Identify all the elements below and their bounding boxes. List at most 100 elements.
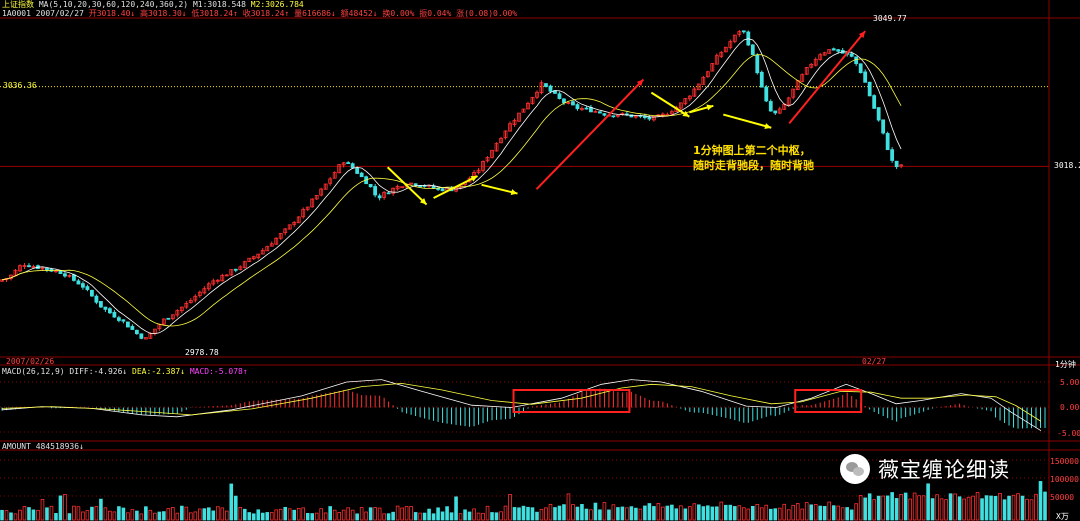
candle-body <box>130 326 135 330</box>
amount-bar <box>953 493 957 521</box>
amount-bar <box>346 507 350 521</box>
amount-bar <box>287 508 292 521</box>
amount-bar <box>746 508 751 521</box>
amount-bar <box>445 506 449 521</box>
candle-body <box>494 143 499 152</box>
amount-bar <box>355 513 359 521</box>
candle-body <box>260 249 265 255</box>
amount-bar <box>364 511 368 521</box>
amount-bar <box>494 512 499 521</box>
amount-bar <box>580 504 584 521</box>
amount-bar <box>786 509 791 521</box>
candle-body <box>669 111 674 115</box>
candle-body <box>197 291 202 296</box>
candle-body <box>863 71 868 83</box>
candle-body <box>224 274 229 277</box>
macd-box-1 <box>512 389 631 413</box>
candle-body <box>373 186 378 196</box>
candle-body <box>391 187 396 194</box>
candle-body <box>800 74 805 82</box>
amount-bar <box>625 507 629 521</box>
candle-body <box>292 222 297 225</box>
amount-bar <box>917 495 921 521</box>
candle-body <box>710 63 715 72</box>
amount-bar <box>458 513 463 521</box>
amount-bar <box>13 513 18 521</box>
amount-bar <box>422 512 427 521</box>
candle-body <box>678 102 683 109</box>
candle-body <box>265 246 270 252</box>
candle-body <box>170 314 175 320</box>
candle-body <box>233 268 238 271</box>
macd-diff-value: MACD(26,12,9) DIFF:-4.926↓ <box>2 367 133 376</box>
candle-body <box>822 52 827 56</box>
candle-body <box>571 101 575 106</box>
amount-bar <box>256 509 261 521</box>
amount-bar <box>238 506 243 521</box>
amount-bar <box>872 499 876 521</box>
candle-body <box>328 178 333 184</box>
candle-body <box>278 233 283 239</box>
amount-bar <box>728 504 733 521</box>
candle-body <box>786 97 791 105</box>
candle-body <box>813 59 818 66</box>
candle-body <box>125 321 130 328</box>
amount-bar <box>998 492 1002 521</box>
candle-body <box>728 41 733 48</box>
candle-body <box>31 266 36 268</box>
amount-bar <box>881 495 885 521</box>
candle-body <box>409 182 414 185</box>
amount-bar <box>189 512 193 521</box>
watermark: 薇宝缠论细读 <box>840 454 1010 484</box>
arrow-down-3-head <box>682 110 690 117</box>
amount-bar <box>400 507 404 521</box>
amount-bar <box>1029 499 1034 521</box>
amount-bar <box>548 503 553 521</box>
amount-bar <box>27 507 31 521</box>
candle-body <box>867 81 872 97</box>
candle-body <box>386 192 391 195</box>
candle-body <box>193 295 198 301</box>
candle-body <box>827 49 832 54</box>
candle-body <box>593 110 598 113</box>
amount-bar <box>368 507 373 521</box>
candle-body <box>274 237 279 245</box>
amount-bar <box>795 503 800 521</box>
candle-body <box>701 77 706 85</box>
amount-bar <box>314 512 319 521</box>
amount-bar <box>980 498 984 521</box>
amount-bar <box>386 513 391 521</box>
amount-bar <box>971 495 975 521</box>
candle-body <box>94 295 99 303</box>
amount-bar <box>894 498 899 521</box>
candle-body <box>287 224 292 230</box>
amount-bar <box>647 503 652 521</box>
amount-bar <box>921 495 926 521</box>
ref-price-label: 3036.36 <box>3 81 37 90</box>
amount-bar <box>54 513 58 521</box>
hdr-index-name: 上证指数 <box>2 0 34 9</box>
amount-bar <box>207 507 211 521</box>
amount-bar <box>211 510 216 521</box>
amount-bar <box>499 511 503 521</box>
candle-body <box>323 183 328 190</box>
amount-bar <box>966 496 971 521</box>
amount-bar <box>809 504 814 521</box>
candle-body <box>350 163 355 169</box>
candle-body <box>557 93 562 99</box>
amount-bar <box>229 483 234 521</box>
amount-bar <box>413 512 418 521</box>
candle-body <box>705 71 710 78</box>
candle-body <box>521 108 526 113</box>
candle-body <box>175 310 180 316</box>
amount-bar <box>431 513 436 521</box>
amount-bar <box>602 502 607 521</box>
candle-body <box>768 101 773 112</box>
amount-bar <box>220 507 225 521</box>
amount-bar <box>359 507 364 521</box>
ma2-line <box>1 54 902 327</box>
macd-tick-1: 5.00 <box>1060 378 1079 387</box>
amount-bar <box>135 510 139 521</box>
candle-body <box>633 115 638 118</box>
